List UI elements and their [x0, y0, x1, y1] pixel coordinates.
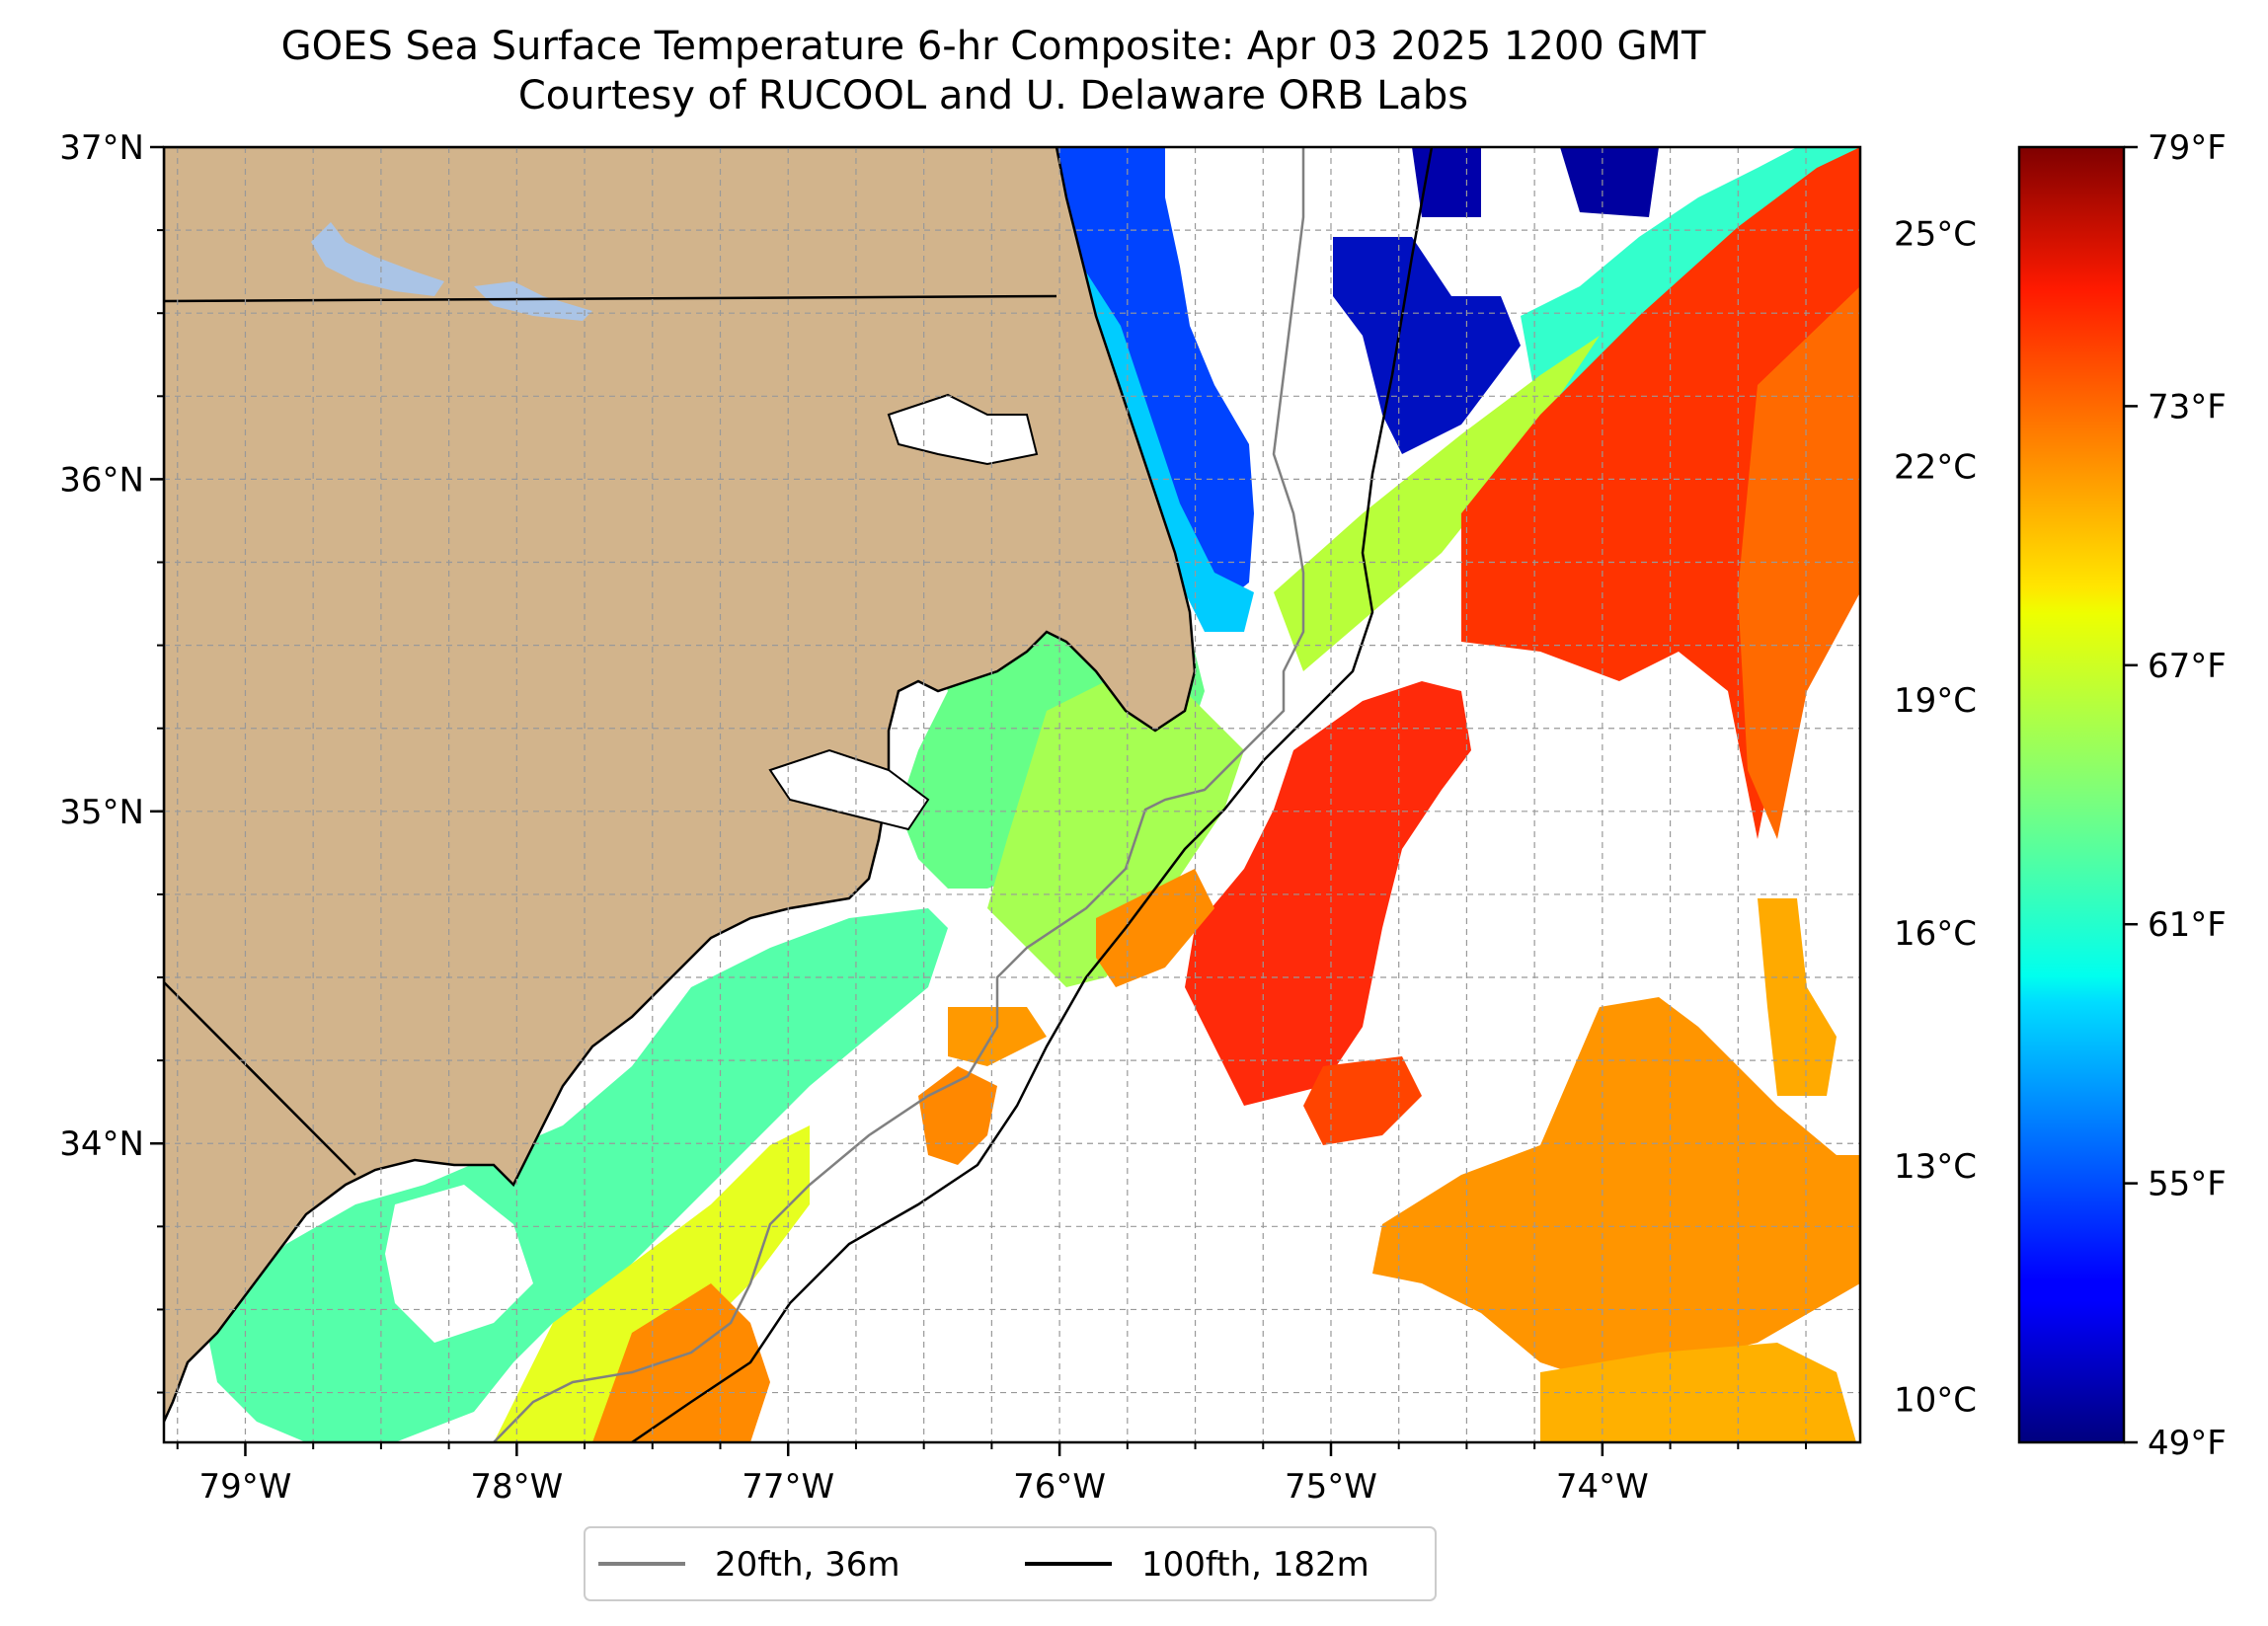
- pamlico-sound: [768, 748, 930, 831]
- sst-patch-mid-orange-2: [948, 1007, 1047, 1066]
- cloud-gap-south: [385, 1185, 533, 1343]
- cbar-f-label: 49°F: [2148, 1424, 2227, 1463]
- cbar-c-label: 16°C: [1894, 914, 1977, 954]
- cbar-f-label: 79°F: [2148, 128, 2227, 168]
- lat-axis: 34°N 35°N 36°N 37°N: [59, 128, 164, 1394]
- cbar-c-label: 19°C: [1894, 681, 1977, 721]
- state-border-nc-sc: [164, 981, 356, 1176]
- cbar-f-label: 55°F: [2148, 1165, 2227, 1204]
- lon-axis: 79°W 78°W 77°W 76°W 75°W 74°W: [176, 1442, 1808, 1507]
- lat-tick-label: 34°N: [59, 1124, 144, 1164]
- legend-label-20fth: 20fth, 36m: [715, 1545, 900, 1585]
- sst-patch-south-yellow: [494, 1125, 810, 1442]
- lon-tick-label: 74°W: [1556, 1467, 1649, 1507]
- lon-tick-label: 76°W: [1013, 1467, 1106, 1507]
- colorbar: [2017, 145, 2126, 1444]
- sst-patch-deep-cold-2: [1560, 147, 1659, 217]
- legend-box: [584, 1526, 1437, 1601]
- chart-subtitle: Courtesy of RUCOOL and U. Delaware ORB L…: [517, 73, 1469, 118]
- lon-tick-label: 75°W: [1285, 1467, 1377, 1507]
- sst-patches: [207, 147, 1860, 1442]
- cbar-f-label: 61°F: [2148, 905, 2227, 945]
- legend-label-100fth: 100fth, 182m: [1141, 1545, 1369, 1585]
- map-frame: [162, 145, 1862, 1444]
- sst-patch-south-green: [207, 908, 948, 1442]
- chart-title: GOES Sea Surface Temperature 6-hr Compos…: [280, 24, 1706, 69]
- lat-tick-label: 37°N: [59, 128, 144, 168]
- sst-patch-warm-eddy: [1185, 681, 1471, 1106]
- contour-100fth: [631, 147, 1434, 1442]
- lake-gaston: [474, 281, 592, 321]
- cbar-c-label: 13°C: [1894, 1147, 1977, 1187]
- colorbar-fahrenheit-axis: 49°F 55°F 61°F 67°F 73°F 79°F: [2124, 128, 2227, 1463]
- lon-tick-label: 77°W: [742, 1467, 834, 1507]
- sst-patch-cyan-north: [1076, 257, 1254, 632]
- cbar-c-label: 10°C: [1894, 1380, 1977, 1420]
- sst-patch-warm-small: [1303, 1056, 1422, 1145]
- cbar-c-label: 25°C: [1894, 214, 1977, 254]
- contour-20fth: [493, 147, 1305, 1442]
- albemarle-sound: [887, 393, 1039, 466]
- cbar-f-label: 67°F: [2148, 647, 2227, 686]
- cbar-c-label: 22°C: [1894, 448, 1977, 488]
- lon-tick-label: 78°W: [470, 1467, 563, 1507]
- sst-patch-shelf-yellow: [1274, 336, 1600, 671]
- sst-patch-deep-cold-3: [1333, 237, 1521, 454]
- cbar-f-label: 73°F: [2148, 387, 2227, 426]
- sst-patch-deep-cold-1: [1412, 147, 1481, 217]
- legend: 20fth, 36m 100fth, 182m: [584, 1526, 1437, 1601]
- lat-tick-label: 36°N: [59, 460, 144, 500]
- lon-tick-label: 79°W: [199, 1467, 292, 1507]
- sst-patch-shelf-lime: [987, 671, 1244, 987]
- colorbar-celsius-axis: 10°C 13°C 16°C 19°C 22°C 25°C: [1894, 214, 1977, 1420]
- kerr-lake: [311, 222, 444, 296]
- sst-patch-orange-far-east: [1758, 898, 1837, 1096]
- sst-patch-south-orange: [592, 1283, 770, 1442]
- map-gridlines: [164, 147, 1860, 1442]
- sst-patch-cold-north: [1056, 147, 1254, 602]
- lat-tick-label: 35°N: [59, 793, 144, 832]
- sst-patch-orange-cape: [1096, 869, 1214, 987]
